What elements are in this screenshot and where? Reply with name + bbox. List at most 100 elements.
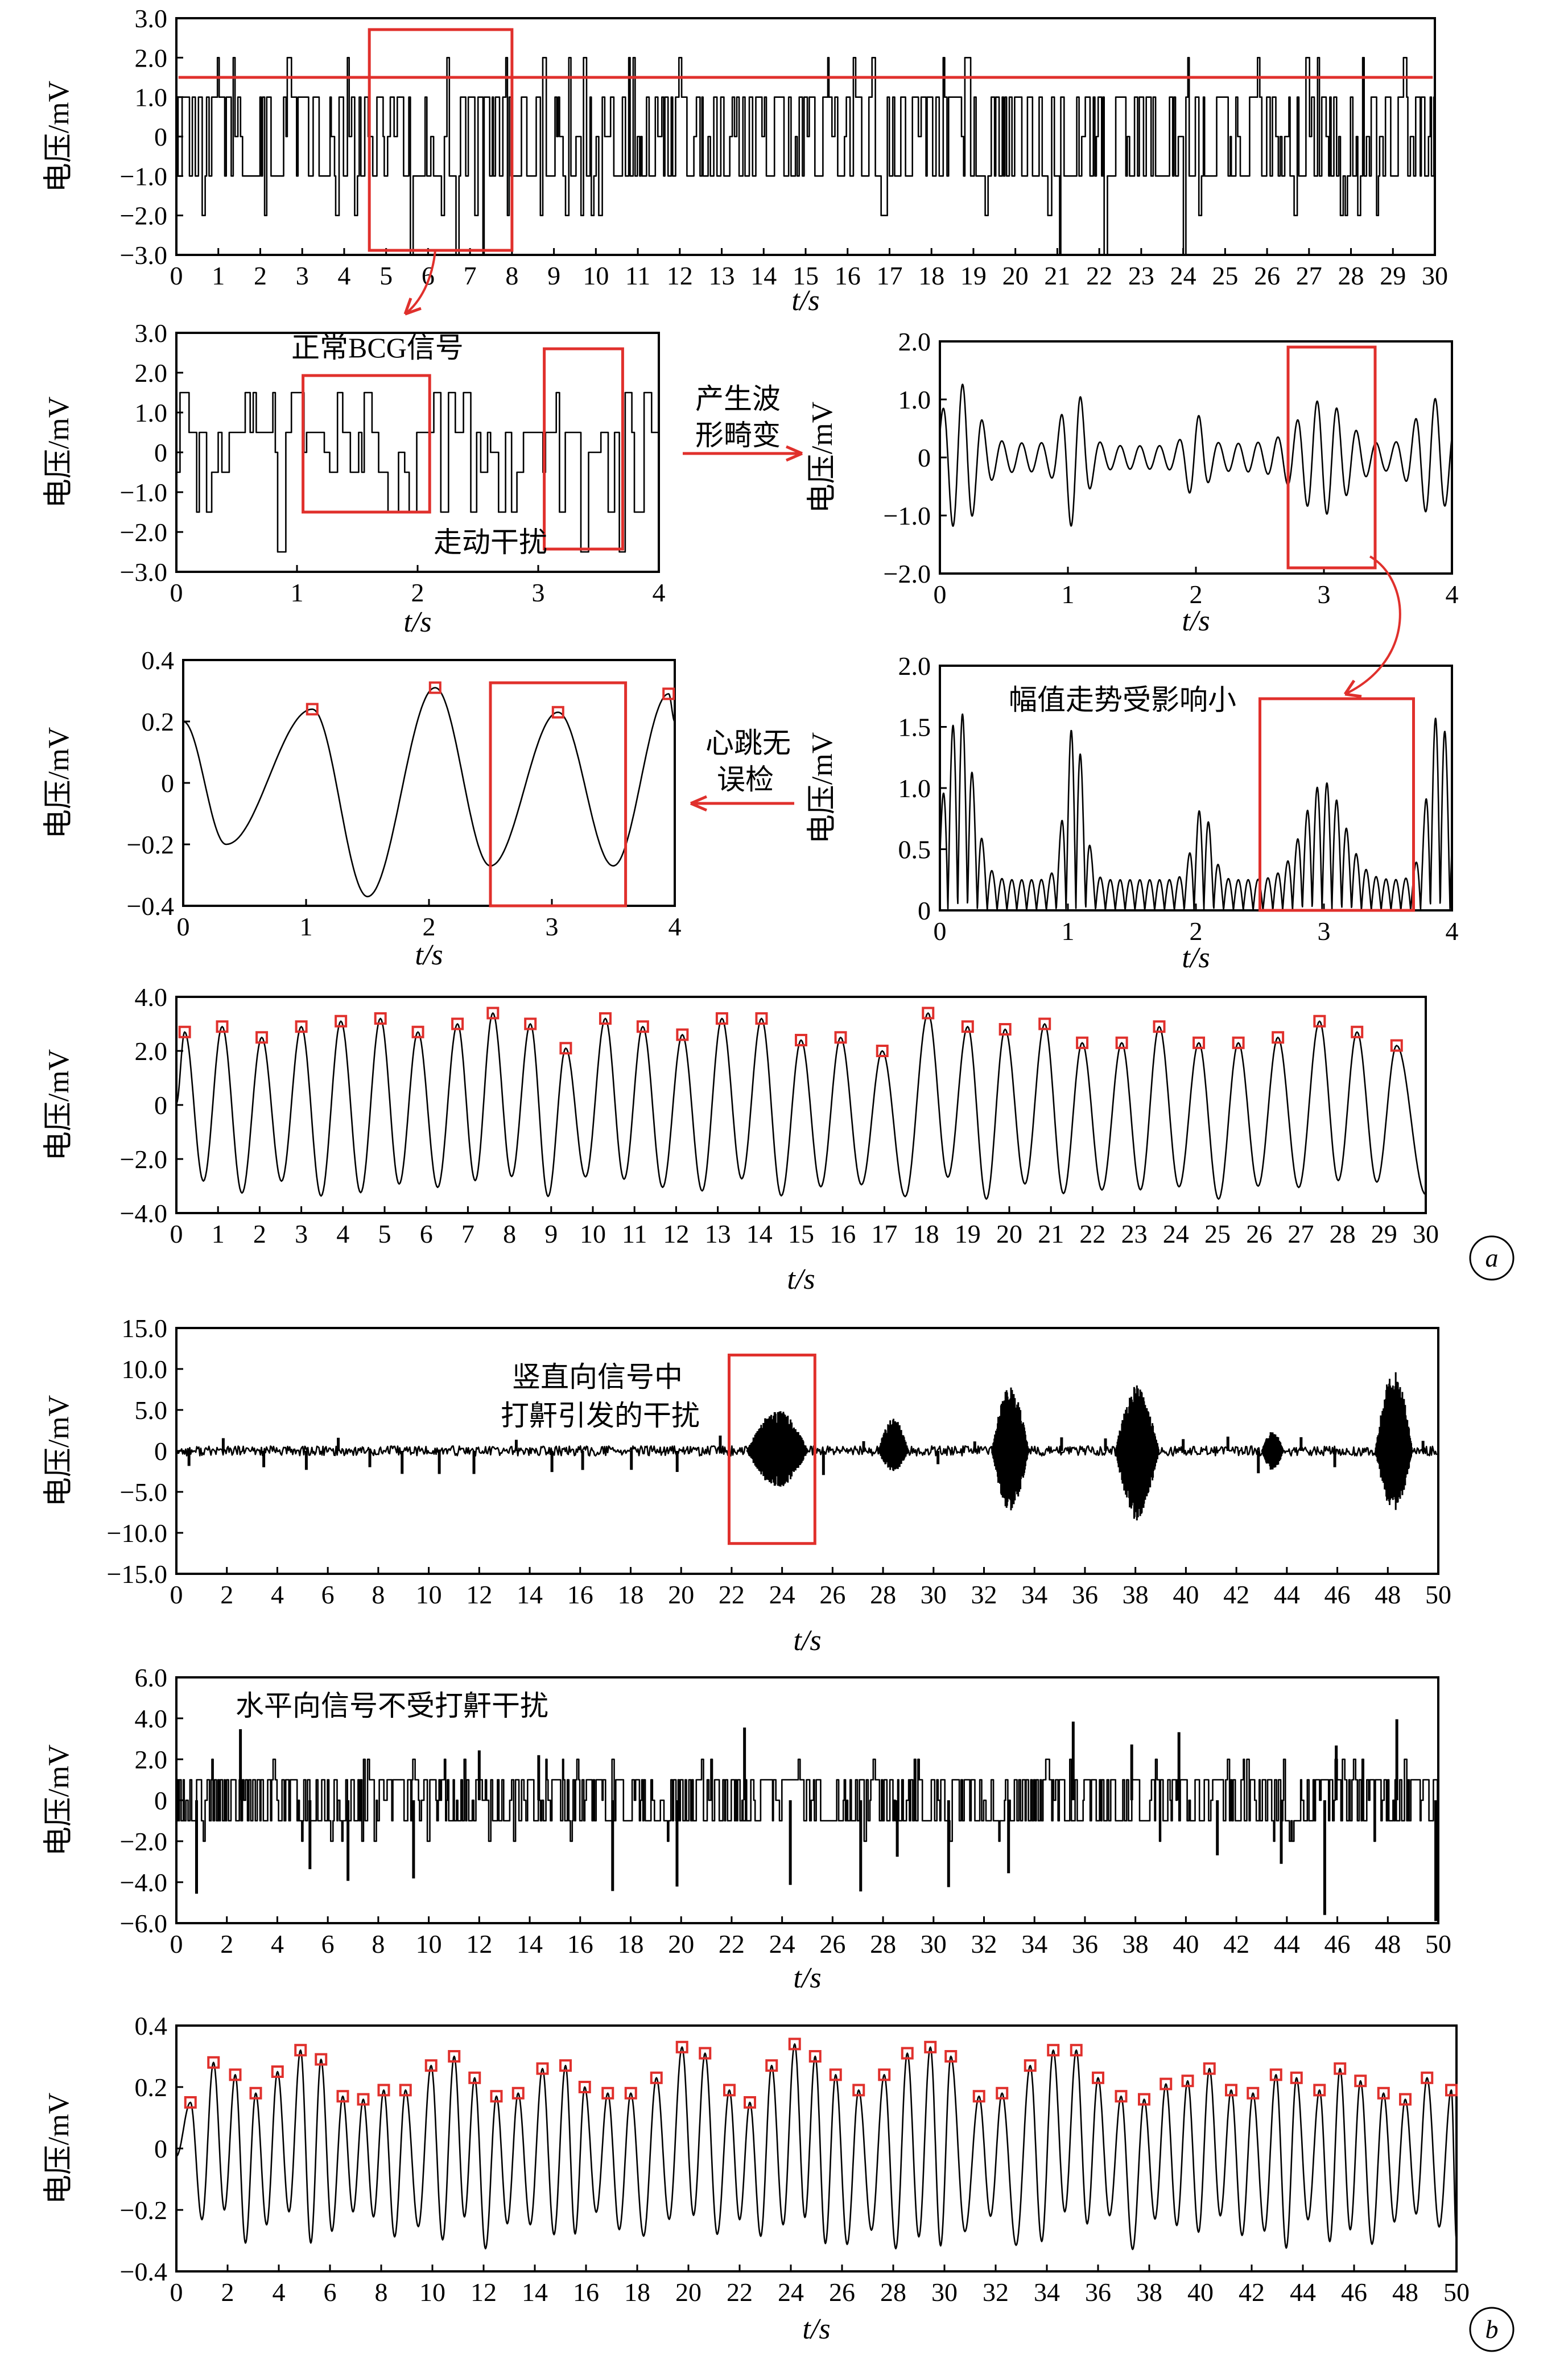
y-tick-label: 3.0 [135,319,168,348]
x-tick-label: 6 [321,1929,335,1958]
x-tick-label: 11 [625,261,650,290]
peak-marker [1092,2071,1104,2084]
x-tick-label: 4 [653,578,666,607]
peak-marker [1421,2071,1434,2084]
x-tick-label: 30 [931,2278,958,2307]
peak-marker [808,2050,822,2063]
x-tick-label: 6 [324,2278,337,2307]
annotation-snore-line2: 打鼾引发的干扰 [501,1400,700,1432]
x-tick-label: 10 [416,1580,442,1609]
x-tick-label: 3 [296,261,309,290]
x-tick-label: 46 [1324,1929,1351,1958]
x-tick-label: 46 [1324,1580,1351,1609]
peak-marker [428,681,441,694]
peak-marker [207,2056,220,2069]
x-tick-label: 20 [996,1219,1022,1248]
x-tick-label: 8 [503,1219,516,1248]
y-tick-label: 1.0 [135,83,168,112]
peak-marker [336,2090,349,2103]
peak-marker [1225,2084,1237,2097]
y-tick-label: −3.0 [120,558,167,587]
x-tick-label: 10 [416,1929,442,1958]
peak-marker [1390,1039,1403,1052]
x-tick-label: 6 [321,1580,335,1609]
peak-marker [1115,1036,1128,1049]
chart-a1: 0 1 2 3 4 5 6 7 8 9 10 11 12 13 14 15 16 17 18 19 20 21 22 23 24… [43,4,1448,317]
x-axis-label: t/s [793,1624,821,1657]
x-tick-label: 9 [544,1219,558,1248]
x-tick-label: 30 [921,1580,947,1609]
x-tick-label: 24 [769,1580,795,1609]
peak-marker [876,1045,889,1057]
peak-marker [1269,2068,1282,2081]
x-tick-label: 1 [1062,917,1075,946]
x-tick-label: 40 [1187,2278,1214,2307]
x-tick-label: 30 [921,1929,947,1958]
x-tick-label: 20 [668,1580,694,1609]
x-tick-label: 30 [1413,1219,1439,1248]
x-tick-label: 16 [830,1219,856,1248]
peak-marker [996,2086,1009,2100]
snore-burst [1261,1432,1284,1470]
y-tick-label: 1.5 [898,713,931,742]
plot-frame [175,332,660,573]
peak-marker [578,2081,591,2093]
x-tick-label: 13 [709,261,735,290]
y-tick-label: −4.0 [120,1199,167,1228]
chart-a2: 0 1 2 3 4 −3.0 −2.0 −1.0 0 1.0 2.0 3.0 t/s 电压/mV [43,319,666,638]
peak-marker [961,1020,974,1033]
peak-marker [699,2047,712,2060]
peak-marker [765,2059,778,2072]
y-tick-label: 2.0 [898,327,931,356]
y-tick-label: −2.0 [120,1145,167,1174]
x-tick-label: 40 [1173,1929,1199,1958]
peak-marker [1334,2062,1347,2075]
x-tick-label: 24 [1163,1219,1189,1248]
chart-b3: 0 2 4 6 8 10 12 14 16 18 20 22 24 26 28 30 32 34 36 38 40 42 4… [43,2011,1470,2345]
x-tick-label: 1 [212,261,225,290]
y-tick-label: 1.0 [898,774,931,803]
y-tick-label: 6.0 [135,1663,168,1692]
x-tick-label: 2 [221,2278,234,2307]
y-tick-label: −0.2 [127,830,174,859]
x-tick-label: 26 [829,2278,855,2307]
peak-marker [511,2086,525,2100]
y-tick-label: 0 [154,438,167,467]
x-tick-label: 22 [1079,1219,1105,1248]
x-tick-label: 4 [1446,917,1459,946]
x-tick-label: 8 [372,1580,385,1609]
x-tick-label: 0 [170,2278,183,2307]
peak-marker [878,2068,891,2081]
x-tick-label: 16 [567,1580,593,1609]
y-tick-label: 4.0 [135,983,168,1012]
peak-marker [1313,2084,1326,2097]
x-tick-label: 14 [517,1929,543,1958]
x-tick-label: 24 [769,1929,795,1958]
x-tick-label: 2 [220,1929,233,1958]
panel-a-label: a [1486,1243,1499,1272]
x-tick-label: 32 [971,1580,997,1609]
signal-trace [939,713,1453,912]
x-tick-label: 3 [1318,917,1331,946]
highlight-box [1258,697,1415,912]
x-tick-label: 10 [580,1219,606,1248]
y-tick-label: −1.0 [884,501,931,530]
y-tick-label: −0.2 [120,2196,167,2225]
x-tick-label: 0 [934,917,947,946]
y-tick-label: −0.4 [127,892,174,921]
x-tick-label: 48 [1375,1929,1401,1958]
y-tick-label: 10.0 [122,1355,168,1384]
x-tick-label: 2 [220,1580,233,1609]
peak-marker [294,2044,307,2057]
x-tick-label: 7 [464,261,477,290]
annotation-normal-bcg: 正常BCG信号 [291,332,464,364]
highlight-box [1286,345,1377,570]
y-tick-label: −10.0 [107,1519,167,1548]
peak-marker [795,1034,807,1046]
x-tick-label: 18 [624,2278,650,2307]
x-tick-label: 5 [378,1219,391,1248]
x-axis-label: t/s [1182,942,1210,974]
snore-burst [991,1387,1030,1511]
x-tick-label: 0 [170,1580,183,1609]
x-tick-label: 12 [466,1929,492,1958]
